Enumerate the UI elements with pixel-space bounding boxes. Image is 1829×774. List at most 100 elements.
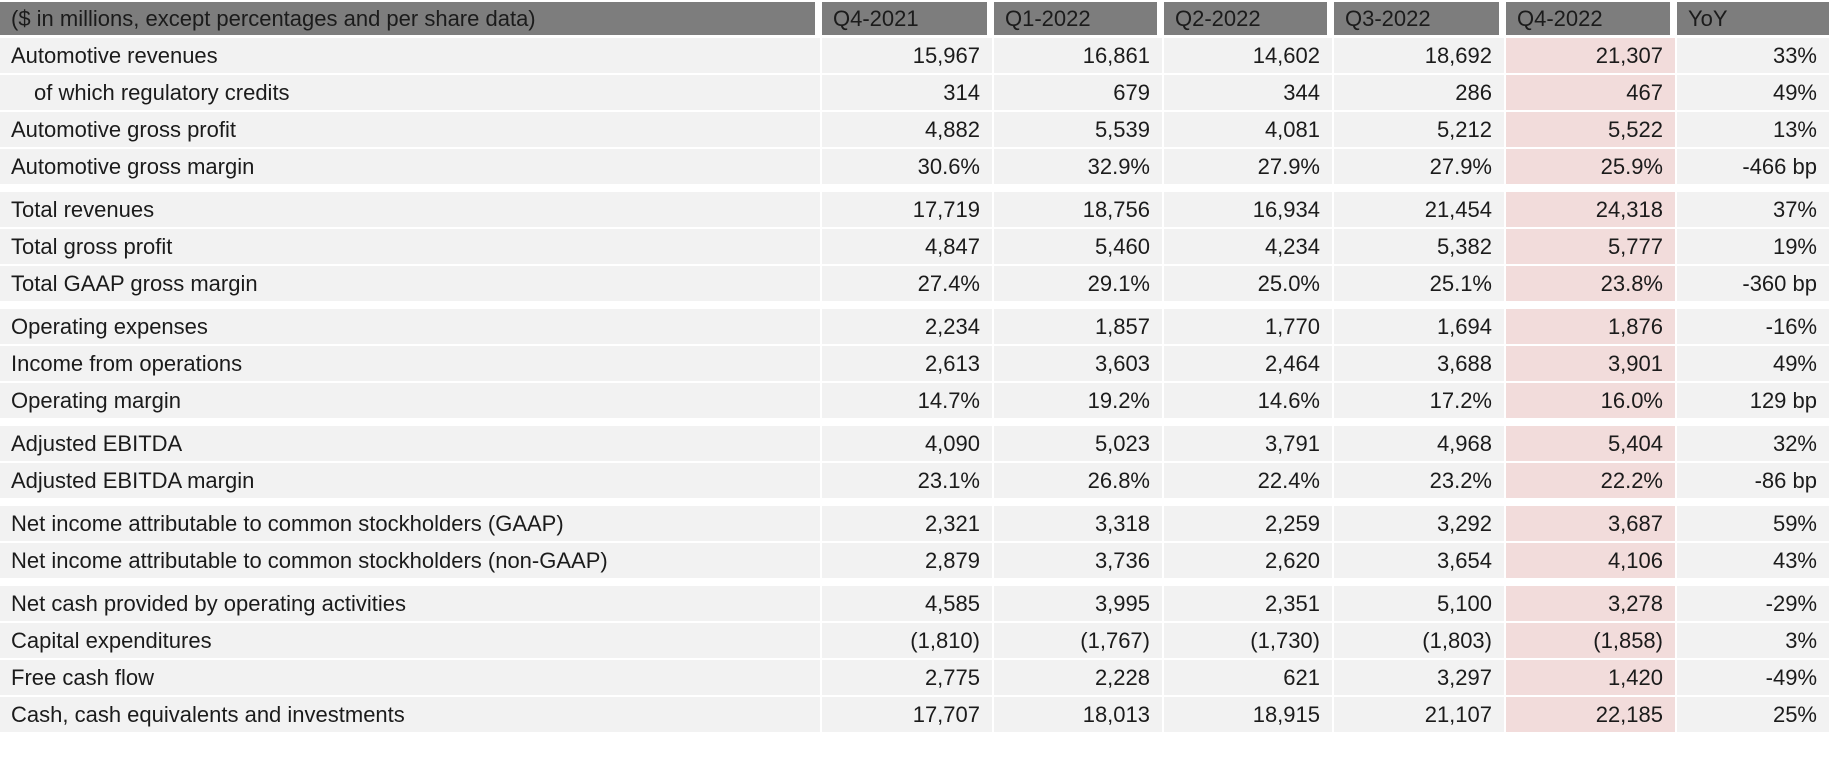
row-label: Automotive gross profit (0, 112, 822, 149)
cell-q2-2022: 2,351 (1164, 586, 1334, 623)
cell-q1-2022: 3,736 (994, 543, 1164, 580)
table-row: Operating margin 14.7% 19.2% 14.6% 17.2% 16.0… (0, 383, 1829, 420)
table-row: Net cash provided by operating activitie… (0, 586, 1829, 623)
table-row: of which regulatory credits 314 679 344 286 4… (0, 75, 1829, 112)
cell-q4-2021: 2,613 (822, 346, 994, 383)
row-label: Capital expenditures (0, 623, 822, 660)
cell-q4-2022: 25.9% (1506, 149, 1677, 186)
cell-q2-2022: 4,081 (1164, 112, 1334, 149)
cell-q1-2022: 5,539 (994, 112, 1164, 149)
cell-q4-2022: 467 (1506, 75, 1677, 112)
cell-q3-2022: 18,692 (1334, 38, 1506, 75)
column-header-q1-2022: Q1-2022 (994, 0, 1164, 38)
cell-q3-2022: 5,212 (1334, 112, 1506, 149)
cell-q2-2022: 16,934 (1164, 192, 1334, 229)
cell-q4-2021: 15,967 (822, 38, 994, 75)
cell-q4-2022: (1,858) (1506, 623, 1677, 660)
row-label: Operating margin (0, 383, 822, 420)
cell-q4-2021: 2,234 (822, 309, 994, 346)
cell-q4-2022: 5,777 (1506, 229, 1677, 266)
cell-yoy: 33% (1677, 38, 1829, 75)
row-label: Automotive revenues (0, 38, 822, 75)
group-separator (0, 186, 1829, 192)
table-row: Automotive gross margin 30.6% 32.9% 27.9% 27… (0, 149, 1829, 186)
cell-q4-2022: 1,420 (1506, 660, 1677, 697)
cell-yoy: -466 bp (1677, 149, 1829, 186)
cell-q4-2021: 4,585 (822, 586, 994, 623)
group-separator-cell (0, 500, 1829, 506)
cell-yoy: 49% (1677, 75, 1829, 112)
cell-q2-2022: (1,730) (1164, 623, 1334, 660)
cell-q1-2022: (1,767) (994, 623, 1164, 660)
cell-q3-2022: 25.1% (1334, 266, 1506, 303)
table-row: Total gross profit 4,847 5,460 4,234 5,382 5,… (0, 229, 1829, 266)
cell-yoy: -29% (1677, 586, 1829, 623)
cell-yoy: 43% (1677, 543, 1829, 580)
cell-q4-2021: 2,775 (822, 660, 994, 697)
column-header-q4-2022: Q4-2022 (1506, 0, 1677, 38)
cell-q4-2022: 3,278 (1506, 586, 1677, 623)
cell-q2-2022: 344 (1164, 75, 1334, 112)
cell-yoy: 129 bp (1677, 383, 1829, 420)
cell-yoy: -360 bp (1677, 266, 1829, 303)
table-row: Automotive revenues 15,967 16,861 14,602 18,… (0, 38, 1829, 75)
cell-q4-2022: 5,522 (1506, 112, 1677, 149)
table-row: Total revenues 17,719 18,756 16,934 21,454 24… (0, 192, 1829, 229)
table-row: Net income attributable to common stockh… (0, 506, 1829, 543)
cell-q1-2022: 26.8% (994, 463, 1164, 500)
column-header-q3-2022: Q3-2022 (1334, 0, 1506, 38)
cell-q4-2021: 30.6% (822, 149, 994, 186)
cell-q4-2022: 3,901 (1506, 346, 1677, 383)
cell-q3-2022: 3,292 (1334, 506, 1506, 543)
group-separator-cell (0, 303, 1829, 309)
cell-q4-2022: 22,185 (1506, 697, 1677, 734)
row-label: of which regulatory credits (0, 75, 822, 112)
cell-q1-2022: 5,023 (994, 426, 1164, 463)
cell-q3-2022: 3,654 (1334, 543, 1506, 580)
cell-q1-2022: 19.2% (994, 383, 1164, 420)
cell-q1-2022: 32.9% (994, 149, 1164, 186)
table-row: Total GAAP gross margin 27.4% 29.1% 25.0% 25… (0, 266, 1829, 303)
cell-yoy: 37% (1677, 192, 1829, 229)
cell-q3-2022: 286 (1334, 75, 1506, 112)
row-label: Net cash provided by operating activitie… (0, 586, 822, 623)
group-separator (0, 580, 1829, 586)
cell-q4-2021: 4,882 (822, 112, 994, 149)
header-row: ($ in millions, except percentages and p… (0, 0, 1829, 38)
cell-q2-2022: 621 (1164, 660, 1334, 697)
cell-q3-2022: 1,694 (1334, 309, 1506, 346)
cell-q4-2021: 17,707 (822, 697, 994, 734)
cell-q1-2022: 29.1% (994, 266, 1164, 303)
row-label: Net income attributable to common stockh… (0, 543, 822, 580)
cell-q1-2022: 18,013 (994, 697, 1164, 734)
cell-q4-2021: 23.1% (822, 463, 994, 500)
cell-q4-2022: 22.2% (1506, 463, 1677, 500)
cell-q3-2022: 23.2% (1334, 463, 1506, 500)
cell-q4-2022: 24,318 (1506, 192, 1677, 229)
cell-q4-2022: 3,687 (1506, 506, 1677, 543)
row-label: Operating expenses (0, 309, 822, 346)
cell-q2-2022: 25.0% (1164, 266, 1334, 303)
cell-q4-2022: 4,106 (1506, 543, 1677, 580)
cell-q2-2022: 14,602 (1164, 38, 1334, 75)
group-separator-cell (0, 580, 1829, 586)
cell-q3-2022: 21,107 (1334, 697, 1506, 734)
cell-q4-2021: 2,321 (822, 506, 994, 543)
row-label: Total gross profit (0, 229, 822, 266)
column-header-units: ($ in millions, except percentages and p… (0, 0, 822, 38)
group-separator (0, 303, 1829, 309)
cell-q4-2022: 16.0% (1506, 383, 1677, 420)
row-label: Cash, cash equivalents and investments (0, 697, 822, 734)
column-header-q4-2021: Q4-2021 (822, 0, 994, 38)
cell-q1-2022: 18,756 (994, 192, 1164, 229)
cell-yoy: -49% (1677, 660, 1829, 697)
cell-yoy: 32% (1677, 426, 1829, 463)
cell-q2-2022: 1,770 (1164, 309, 1334, 346)
cell-q3-2022: 5,382 (1334, 229, 1506, 266)
cell-q2-2022: 2,620 (1164, 543, 1334, 580)
cell-q1-2022: 2,228 (994, 660, 1164, 697)
cell-q3-2022: 21,454 (1334, 192, 1506, 229)
cell-q4-2022: 23.8% (1506, 266, 1677, 303)
table-row: Net income attributable to common stockh… (0, 543, 1829, 580)
cell-q2-2022: 2,464 (1164, 346, 1334, 383)
